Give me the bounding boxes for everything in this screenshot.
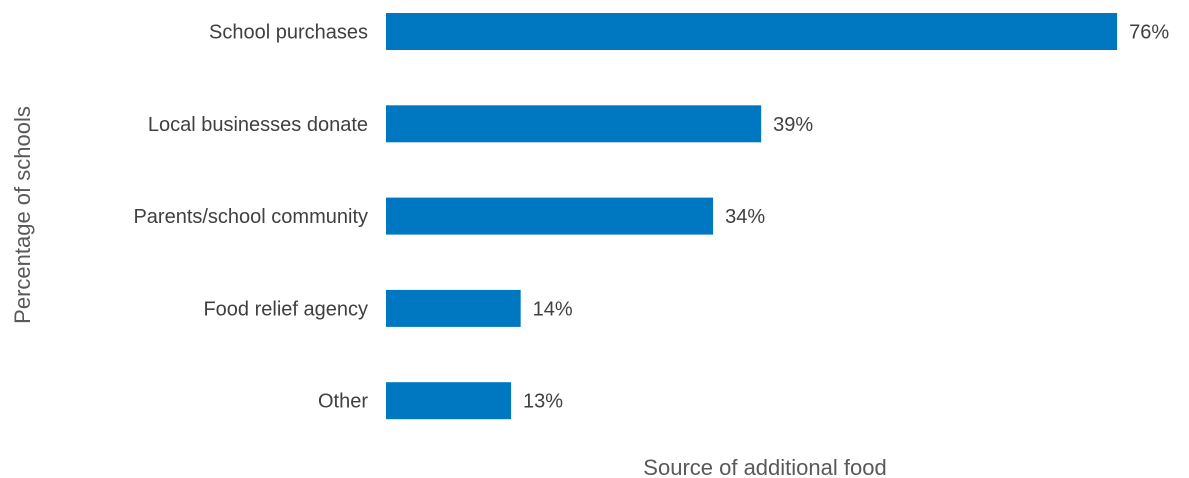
data-label: 14% xyxy=(533,298,573,320)
x-axis-title: Source of additional food xyxy=(643,455,886,478)
category-label: Food relief agency xyxy=(203,298,368,320)
category-label: School purchases xyxy=(209,22,368,44)
y-axis-title: Percentage of schools xyxy=(10,106,35,324)
bars-layer: School purchases 76% Local businesses dona… xyxy=(133,13,1169,420)
data-label: 13% xyxy=(523,391,563,413)
category-label: Other xyxy=(318,391,368,413)
bar xyxy=(386,13,1118,50)
category-label: Parents/school community xyxy=(133,206,368,228)
bar xyxy=(386,105,762,143)
category-label: Local businesses donate xyxy=(148,114,368,136)
bar xyxy=(386,382,512,420)
data-label: 76% xyxy=(1129,22,1169,44)
bar xyxy=(386,197,714,235)
bar xyxy=(386,289,521,327)
data-label: 39% xyxy=(773,114,813,136)
data-label: 34% xyxy=(725,206,765,228)
